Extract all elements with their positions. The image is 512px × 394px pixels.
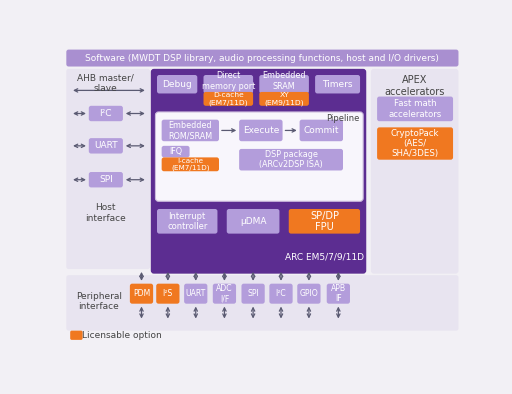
Text: PDM: PDM <box>133 289 150 298</box>
Text: Licensable option: Licensable option <box>82 331 162 340</box>
Text: Software (MWDT DSP library, audio processing functions, host and I/O drivers): Software (MWDT DSP library, audio proces… <box>86 54 439 63</box>
Text: SPI: SPI <box>99 175 113 184</box>
Text: Direct
memory port: Direct memory port <box>202 71 255 91</box>
Text: Fast math
accelerators: Fast math accelerators <box>389 99 442 119</box>
Text: Pipeline: Pipeline <box>326 113 360 123</box>
Text: Host
interface: Host interface <box>86 203 126 223</box>
Text: IFQ: IFQ <box>169 147 182 156</box>
FancyBboxPatch shape <box>371 69 458 274</box>
Text: Peripheral
interface: Peripheral interface <box>76 292 122 311</box>
FancyBboxPatch shape <box>89 106 123 121</box>
FancyBboxPatch shape <box>377 97 453 121</box>
Text: Embedded
SRAM: Embedded SRAM <box>262 71 306 91</box>
Text: AHB master/
slave: AHB master/ slave <box>77 74 134 93</box>
FancyBboxPatch shape <box>300 120 343 141</box>
Text: Interrupt
controller: Interrupt controller <box>167 212 207 231</box>
FancyBboxPatch shape <box>269 284 293 304</box>
FancyBboxPatch shape <box>162 157 219 171</box>
Text: CryptoPack
(AES/
SHA/3DES): CryptoPack (AES/ SHA/3DES) <box>391 128 439 158</box>
FancyBboxPatch shape <box>162 146 189 157</box>
Text: UART: UART <box>94 141 118 151</box>
FancyBboxPatch shape <box>377 127 453 160</box>
FancyBboxPatch shape <box>327 284 350 304</box>
FancyBboxPatch shape <box>70 331 82 340</box>
FancyBboxPatch shape <box>184 284 207 304</box>
FancyBboxPatch shape <box>315 75 360 93</box>
FancyBboxPatch shape <box>67 69 150 269</box>
Text: SPI: SPI <box>247 289 259 298</box>
Text: I²C: I²C <box>275 289 286 298</box>
FancyBboxPatch shape <box>157 75 197 93</box>
FancyBboxPatch shape <box>89 172 123 188</box>
FancyBboxPatch shape <box>89 138 123 154</box>
Text: SP/DP
FPU: SP/DP FPU <box>310 210 339 232</box>
Text: Commit: Commit <box>304 126 339 135</box>
Text: μDMA: μDMA <box>240 217 266 226</box>
Text: APB
IF: APB IF <box>331 284 346 303</box>
FancyBboxPatch shape <box>242 284 265 304</box>
FancyBboxPatch shape <box>130 284 153 304</box>
Text: I-cache
(EM7/11D): I-cache (EM7/11D) <box>171 158 209 171</box>
FancyBboxPatch shape <box>203 75 253 93</box>
Text: XY
(EM9/11D): XY (EM9/11D) <box>264 92 304 106</box>
Text: I²S: I²S <box>163 289 173 298</box>
FancyBboxPatch shape <box>239 120 283 141</box>
FancyBboxPatch shape <box>151 69 366 274</box>
Text: APEX
accelerators: APEX accelerators <box>384 75 444 97</box>
Text: ADC
I/F: ADC I/F <box>216 284 233 303</box>
Text: Execute: Execute <box>243 126 279 135</box>
FancyBboxPatch shape <box>227 209 280 234</box>
FancyBboxPatch shape <box>259 92 309 106</box>
Text: I²C: I²C <box>100 109 112 118</box>
FancyBboxPatch shape <box>67 275 458 331</box>
FancyBboxPatch shape <box>157 209 218 234</box>
FancyBboxPatch shape <box>289 209 360 234</box>
FancyBboxPatch shape <box>239 149 343 171</box>
Text: GPIO: GPIO <box>300 289 318 298</box>
FancyBboxPatch shape <box>156 112 363 201</box>
Text: Timers: Timers <box>323 80 353 89</box>
Text: UART: UART <box>185 289 206 298</box>
Text: D-cache
(EM7/11D): D-cache (EM7/11D) <box>208 92 248 106</box>
FancyBboxPatch shape <box>213 284 236 304</box>
Text: ARC EM5/7/9/11D: ARC EM5/7/9/11D <box>285 252 364 261</box>
FancyBboxPatch shape <box>156 284 180 304</box>
Text: DSP package
(ARCv2DSP ISA): DSP package (ARCv2DSP ISA) <box>259 150 323 169</box>
Text: Debug: Debug <box>162 80 192 89</box>
FancyBboxPatch shape <box>67 50 458 67</box>
FancyBboxPatch shape <box>162 120 219 141</box>
FancyBboxPatch shape <box>297 284 321 304</box>
FancyBboxPatch shape <box>259 75 309 93</box>
Text: Embedded
ROM/SRAM: Embedded ROM/SRAM <box>168 121 212 140</box>
FancyBboxPatch shape <box>203 92 253 106</box>
